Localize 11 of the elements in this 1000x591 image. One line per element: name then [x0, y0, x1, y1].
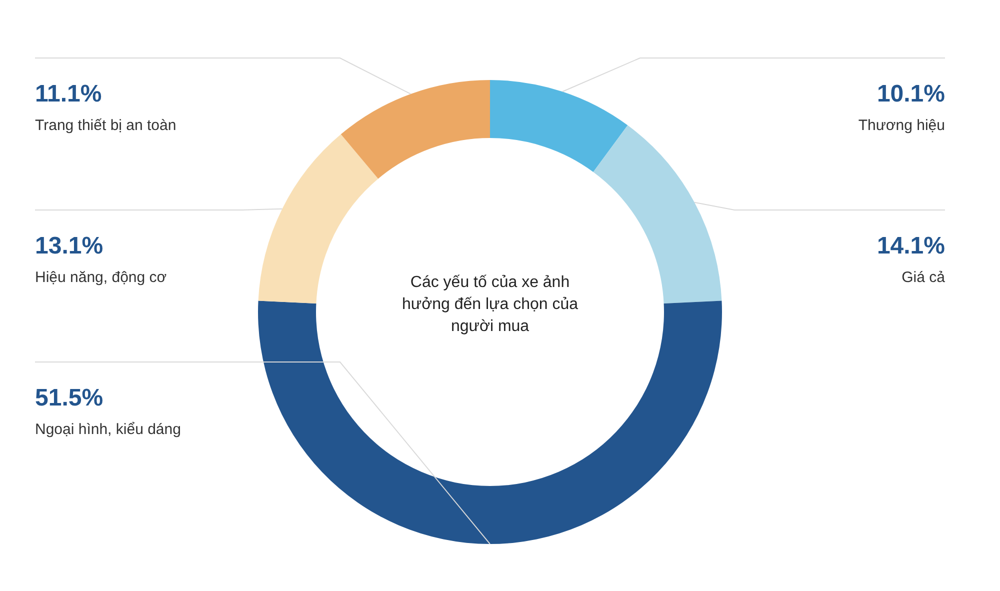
slice-label: Ngoại hình, kiểu dáng: [35, 421, 181, 438]
data-label: 51.5%: [35, 384, 104, 412]
text: Các yếu tố của xe ảnh hưởng đến lựa chọn của người mua: [400, 273, 580, 337]
slice-label: Thương hiệu: [858, 117, 945, 134]
data-label: 10.1%: [876, 80, 945, 108]
data-label: 13.1%: [35, 232, 104, 260]
data-label: 11.1%: [35, 80, 102, 108]
slice-label: Hiệu năng, động cơ: [35, 269, 167, 286]
data-label: 14.1%: [876, 232, 945, 260]
slice-label: Trang thiết bị an toàn: [35, 117, 176, 134]
slice-label: Giá cả: [902, 269, 946, 286]
